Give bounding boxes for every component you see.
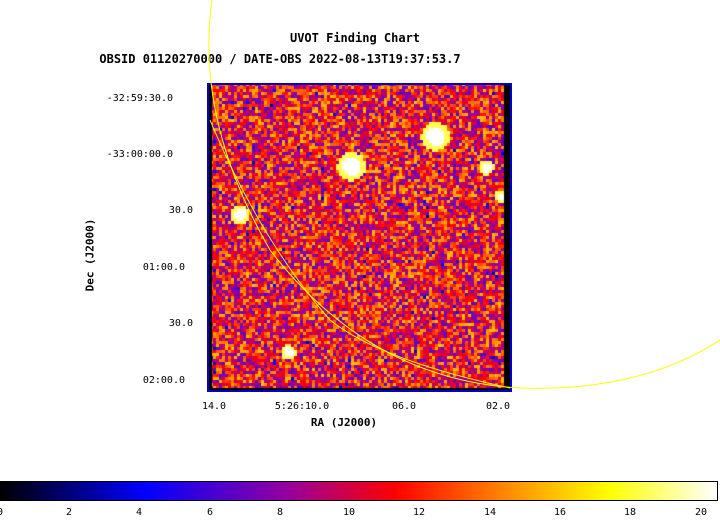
x-tick-label: 06.0 [391,401,417,412]
colorbar-tick-label: 18 [623,507,637,518]
chart-title: UVOT Finding Chart [289,31,421,45]
colorbar-tick-label: 6 [206,507,214,518]
sky-image [207,83,512,392]
colorbar-tick-label: 8 [276,507,284,518]
colorbar-tick-label: 16 [553,507,567,518]
y-tick-label: 01:00.0 [142,262,185,273]
colorbar-tick-label: 10 [342,507,356,518]
x-tick-label: 14.0 [201,401,227,412]
colorbar-tick-label: 4 [135,507,143,518]
sky-image-panel [207,83,512,392]
chart-subtitle: OBSID 01120270000 / DATE-OBS 2022-08-13T… [99,52,461,66]
x-tick-label: 02.0 [485,401,511,412]
colorbar-tick-label: 12 [412,507,426,518]
colorbar-tick-label: 20 [694,507,708,518]
x-axis-label: RA (J2000) [310,416,378,429]
y-tick-label: 02:00.0 [142,375,185,386]
y-axis-label: Dec (J2000) [83,218,97,292]
x-tick-label: 5:26:10.0 [274,401,330,412]
y-tick-label: -32:59:30.0 [106,93,173,104]
y-tick-label: 30.0 [168,205,193,216]
colorbar-tick-label: 0 [0,507,15,518]
colorbar [0,481,718,501]
y-tick-label: -33:00:00.0 [106,149,173,160]
colorbar-tick-label: 2 [65,507,73,518]
y-tick-label: 30.0 [168,318,193,329]
colorbar-tick-label: 14 [483,507,497,518]
